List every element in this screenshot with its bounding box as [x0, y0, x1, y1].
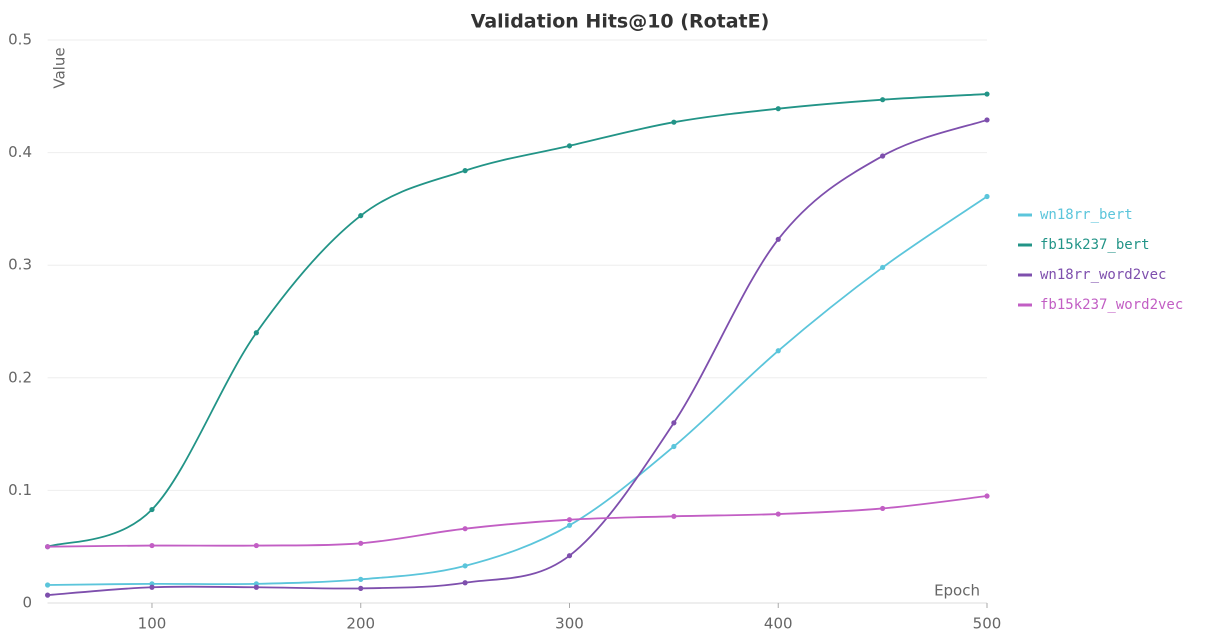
data-point [984, 91, 990, 97]
data-point [671, 443, 677, 450]
x-tick-label: 500 [973, 615, 1002, 633]
data-point [880, 97, 886, 103]
data-point [775, 511, 781, 517]
y-axis-label: Value [51, 47, 69, 88]
data-point [984, 193, 990, 200]
data-point [45, 592, 51, 598]
y-tick-label: 0.4 [8, 143, 32, 161]
y-tick-label: 0.1 [8, 481, 32, 499]
x-tick-label: 300 [555, 615, 584, 633]
data-point [358, 585, 364, 591]
series-line [47, 195, 988, 586]
data-point [566, 553, 573, 559]
data-point [775, 348, 781, 354]
data-point [358, 213, 364, 219]
y-tick-label: 0.5 [8, 31, 32, 49]
series-line [47, 93, 988, 548]
data-point [253, 584, 259, 590]
data-point [462, 168, 468, 174]
data-point [566, 517, 573, 523]
data-point [45, 544, 51, 550]
x-tick-label: 200 [346, 615, 375, 633]
data-point [149, 506, 155, 513]
data-point [775, 106, 781, 112]
data-point [253, 542, 259, 549]
data-point [566, 522, 573, 528]
data-point [149, 542, 155, 549]
data-point [45, 582, 51, 588]
series-line [47, 495, 988, 548]
data-point [358, 540, 364, 546]
data-point [462, 526, 468, 532]
data-point [149, 584, 155, 590]
data-point [880, 264, 886, 271]
data-point [671, 119, 677, 125]
legend-label: wn18rr_word2vec [1040, 267, 1166, 283]
data-point [880, 153, 886, 159]
x-tick-label: 400 [764, 615, 793, 633]
data-point [984, 117, 990, 123]
data-point [880, 505, 886, 512]
y-tick-label: 0 [22, 594, 32, 612]
data-point [671, 420, 677, 426]
data-point [566, 143, 573, 149]
y-tick-label: 0.3 [8, 256, 32, 274]
x-axis-label: Epoch [934, 582, 980, 600]
data-point [984, 493, 990, 499]
data-point [253, 330, 259, 336]
y-tick-label: 0.2 [8, 368, 32, 386]
data-point [462, 580, 468, 586]
series-line [47, 119, 988, 597]
data-point [358, 576, 364, 582]
legend-label: fb15k237_word2vec [1040, 297, 1183, 313]
x-tick-label: 100 [138, 615, 167, 633]
legend-label: wn18rr_bert [1040, 207, 1133, 223]
data-point [462, 563, 468, 569]
data-point [775, 236, 781, 242]
data-point [671, 513, 677, 519]
legend-label: fb15k237_bert [1040, 237, 1150, 253]
chart-title: Validation Hits@10 (RotatE) [471, 11, 770, 33]
